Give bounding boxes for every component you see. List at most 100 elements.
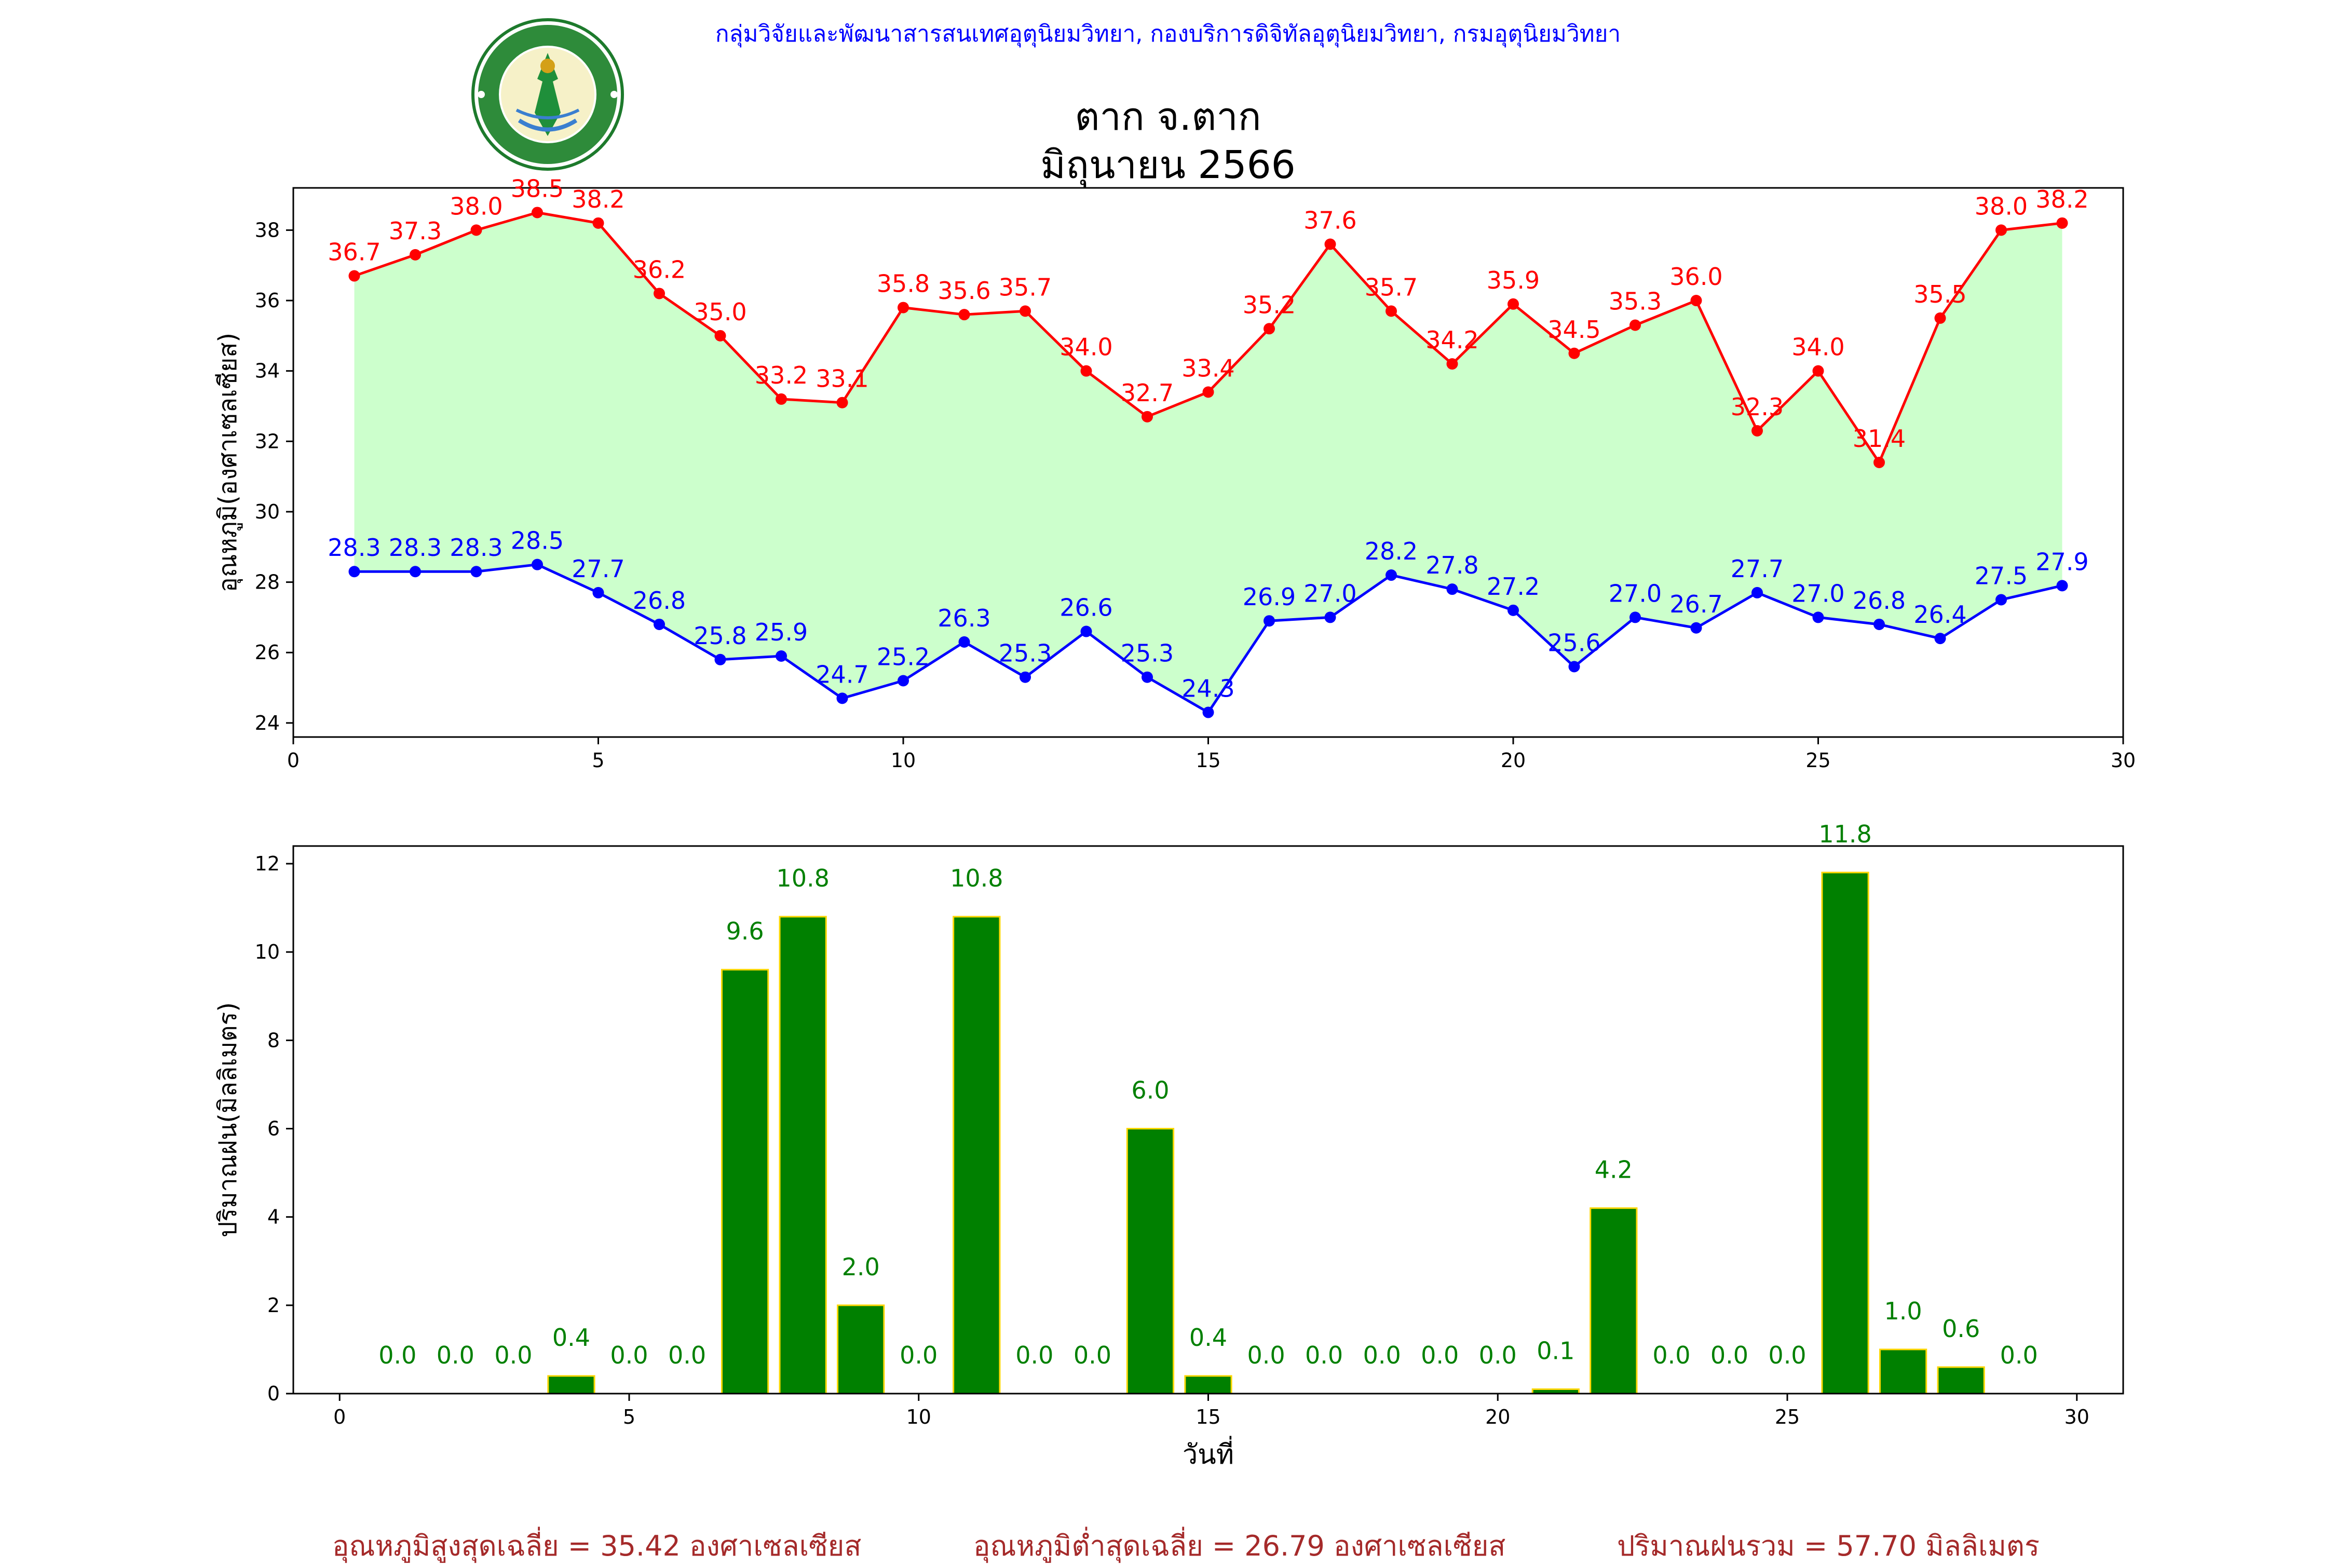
min-temp-label: 27.9 xyxy=(2035,548,2088,576)
max-temp-label: 38.2 xyxy=(2035,185,2088,213)
min-temp-label: 28.3 xyxy=(450,534,502,562)
min-temp-point xyxy=(1202,706,1214,718)
min-temp-label: 28.2 xyxy=(1365,537,1418,565)
max-temp-point xyxy=(654,288,665,299)
rain-value-label: 0.0 xyxy=(1363,1341,1401,1369)
x-axis-label: วันที่ xyxy=(1183,1436,1234,1470)
rain-value-label: 4.2 xyxy=(1595,1156,1633,1184)
min-temp-label: 27.8 xyxy=(1425,551,1478,579)
y-tick-label: 2 xyxy=(267,1294,280,1317)
max-temp-label: 36.7 xyxy=(328,238,381,266)
max-temp-point xyxy=(776,393,787,405)
y-tick-label: 34 xyxy=(255,360,280,383)
max-temp-label: 35.2 xyxy=(1243,291,1296,319)
min-temp-label: 26.9 xyxy=(1243,583,1296,611)
x-tick-label: 25 xyxy=(1775,1406,1800,1428)
min-temp-point xyxy=(1751,587,1763,598)
rain-value-label: 0.0 xyxy=(1305,1341,1343,1369)
max-temp-point xyxy=(714,330,726,342)
max-temp-label: 34.0 xyxy=(1060,333,1112,361)
min-temp-point xyxy=(1629,611,1641,623)
max-temp-label: 34.0 xyxy=(1791,333,1844,361)
max-temp-point xyxy=(1995,224,2007,236)
max-temp-point xyxy=(1873,457,1885,468)
min-temp-point xyxy=(1264,615,1275,627)
min-temp-point xyxy=(1934,633,1946,645)
rain-value-label: 0.0 xyxy=(1421,1341,1459,1369)
x-tick-label: 25 xyxy=(1805,749,1830,772)
min-temp-label: 24.7 xyxy=(816,660,868,688)
station-title: ตาก จ.ตาก xyxy=(1075,94,1261,139)
y-tick-label: 6 xyxy=(267,1117,280,1140)
max-temp-label: 34.2 xyxy=(1425,326,1478,354)
max-temp-point xyxy=(1264,323,1275,335)
x-tick-label: 20 xyxy=(1485,1406,1510,1428)
min-temp-label: 27.0 xyxy=(1609,579,1662,607)
min-temp-point xyxy=(348,566,360,578)
y-tick-label: 28 xyxy=(255,571,280,594)
min-temp-label: 25.3 xyxy=(1121,639,1174,667)
max-temp-point xyxy=(1507,298,1519,310)
min-temp-point xyxy=(714,653,726,665)
rain-value-label: 0.0 xyxy=(1015,1341,1053,1369)
max-temp-label: 32.3 xyxy=(1731,393,1784,421)
min-temp-point xyxy=(1568,661,1580,673)
agency-header: กลุ่มวิจัยและพัฒนาสารสนเทศอุตุนิยมวิทยา,… xyxy=(715,21,1621,47)
min-temp-label: 28.3 xyxy=(328,534,381,562)
min-temp-label: 25.2 xyxy=(877,643,930,671)
rain-value-label: 0.0 xyxy=(1710,1341,1748,1369)
rain-value-label: 0.0 xyxy=(378,1341,416,1369)
rain-value-label: 0.0 xyxy=(437,1341,474,1369)
max-temp-point xyxy=(1812,365,1824,377)
min-temp-point xyxy=(776,650,787,662)
total-rainfall: ปริมาณฝนรวม = 57.70 มิลลิเมตร xyxy=(1617,1530,2040,1562)
min-temp-label: 26.8 xyxy=(633,587,686,615)
max-temp-label: 37.3 xyxy=(389,217,442,245)
x-tick-label: 5 xyxy=(623,1406,635,1428)
y-tick-label: 36 xyxy=(255,289,280,312)
max-temp-label: 36.0 xyxy=(1669,263,1722,291)
x-tick-label: 0 xyxy=(287,749,300,772)
rain-bar xyxy=(1184,1375,1232,1395)
rain-bar xyxy=(721,969,769,1395)
min-temp-point xyxy=(1386,569,1397,581)
x-tick-label: 10 xyxy=(891,749,916,772)
x-tick-label: 30 xyxy=(2065,1406,2089,1428)
rain-bar xyxy=(779,916,827,1395)
rain-value-label: 10.8 xyxy=(950,864,1003,892)
y-tick-label: 38 xyxy=(255,219,280,241)
min-temp-point xyxy=(1020,671,1031,683)
min-temp-point xyxy=(1446,583,1458,595)
min-temp-point xyxy=(1995,594,2007,606)
rain-value-label: 11.8 xyxy=(1818,820,1871,848)
rain-bar xyxy=(1590,1207,1638,1395)
x-tick-label: 20 xyxy=(1501,749,1526,772)
min-temp-point xyxy=(1142,671,1153,683)
max-temp-label: 35.5 xyxy=(1913,280,1966,308)
rain-value-label: 0.0 xyxy=(1074,1341,1111,1369)
max-temp-point xyxy=(1324,238,1336,250)
max-temp-label: 33.4 xyxy=(1181,354,1234,382)
y-tick-label: 32 xyxy=(255,430,280,453)
rain-value-label: 0.4 xyxy=(552,1324,590,1352)
max-temp-point xyxy=(592,217,604,229)
min-temp-label: 25.9 xyxy=(755,618,808,646)
y-tick-label: 4 xyxy=(267,1206,280,1229)
min-temp-label: 28.5 xyxy=(511,527,564,555)
min-temp-point xyxy=(958,636,970,648)
max-temp-label: 35.8 xyxy=(877,270,930,298)
max-temp-point xyxy=(836,397,848,408)
max-temp-point xyxy=(898,302,909,313)
min-temp-label: 26.4 xyxy=(1913,601,1966,629)
rain-value-label: 0.1 xyxy=(1537,1337,1574,1365)
max-temp-point xyxy=(1202,386,1214,398)
max-temp-label: 38.5 xyxy=(511,174,564,202)
min-temp-point xyxy=(1812,611,1824,623)
min-temp-label: 24.3 xyxy=(1181,675,1234,703)
max-temp-label: 37.6 xyxy=(1303,207,1356,235)
tmd-logo xyxy=(471,18,624,171)
rain-value-label: 6.0 xyxy=(1131,1076,1169,1105)
x-tick-label: 0 xyxy=(333,1406,346,1428)
max-temp-point xyxy=(2056,217,2068,229)
